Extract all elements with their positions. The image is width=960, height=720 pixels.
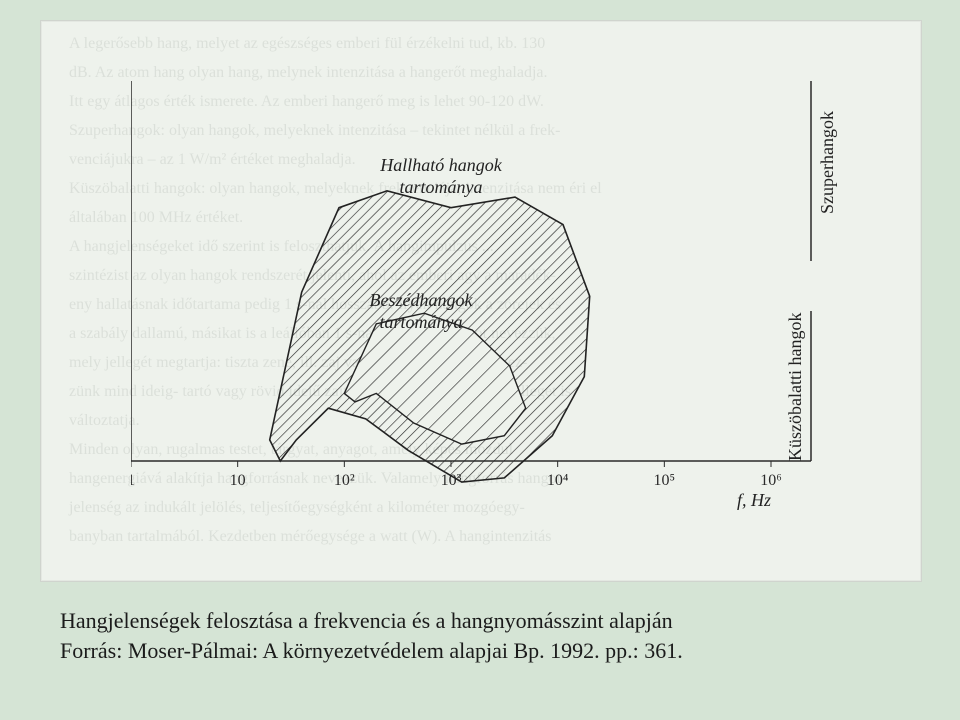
caption-line-1: Hangjelenségek felosztása a frekvencia é… bbox=[60, 608, 673, 633]
plot-area: 02040608010012014016018011010²10³10⁴10⁵1… bbox=[131, 81, 851, 511]
svg-text:1: 1 bbox=[131, 472, 135, 489]
speech-label-1: Beszédhangok bbox=[370, 290, 474, 310]
audible-label-1: Hallható hangok bbox=[379, 155, 503, 175]
ghost-line: banyban tartalmából. Kezdetben mérőegysé… bbox=[69, 528, 551, 546]
plot-svg: 02040608010012014016018011010²10³10⁴10⁵1… bbox=[131, 81, 851, 511]
svg-text:10⁴: 10⁴ bbox=[547, 472, 569, 489]
ghost-line: A legerősebb hang, melyet az egészséges … bbox=[69, 35, 545, 53]
speech-label-2: tartománya bbox=[380, 312, 463, 332]
svg-text:10: 10 bbox=[230, 472, 246, 489]
figure-caption: Hangjelenségek felosztása a frekvencia é… bbox=[60, 606, 900, 665]
svg-text:10⁶: 10⁶ bbox=[760, 472, 782, 489]
caption-line-2: Forrás: Moser-Pálmai: A környezetvédelem… bbox=[60, 638, 683, 663]
svg-text:10⁵: 10⁵ bbox=[654, 472, 676, 489]
page: A legerősebb hang, melyet az egészséges … bbox=[0, 0, 960, 720]
subthreshold-label: Küszöbalatti hangok bbox=[785, 313, 805, 461]
ghost-line: változtatja. bbox=[69, 412, 140, 430]
ghost-line: dB. Az atom hang olyan hang, melynek int… bbox=[69, 64, 548, 82]
supersound-label: Szuperhangok bbox=[817, 111, 837, 214]
figure-panel: A legerősebb hang, melyet az egészséges … bbox=[40, 20, 922, 582]
x-axis-label: f, Hz bbox=[737, 490, 771, 510]
svg-text:10²: 10² bbox=[334, 472, 355, 489]
audible-label-2: tartománya bbox=[400, 177, 483, 197]
